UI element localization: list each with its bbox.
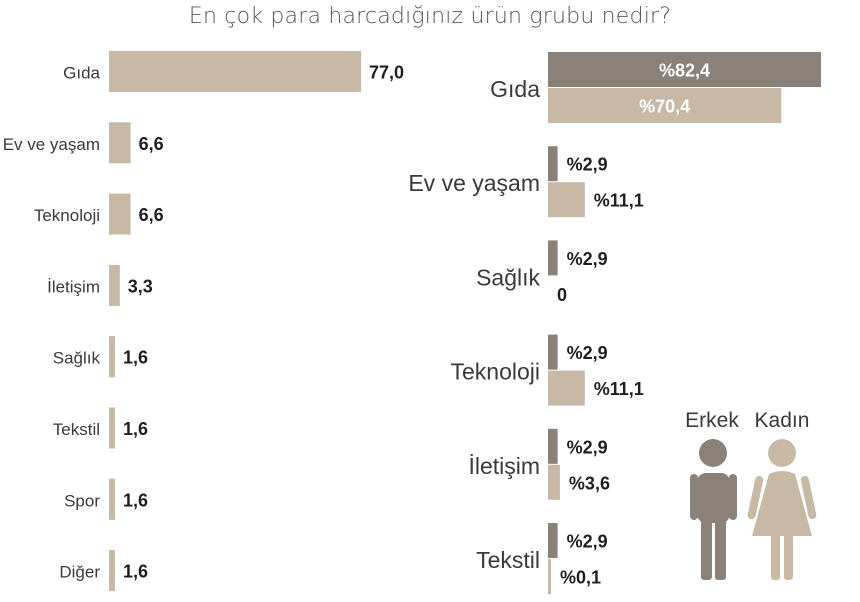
overall-bar-chart: Gıda 77,0 Ev ve yaşam 6,6 Teknoloji 6,6 İletiş…: [3, 51, 404, 592]
male-figure-icon: [690, 439, 737, 580]
overall-value-teknoloji: 6,6: [139, 205, 164, 225]
gender-bar-chart: Gıda %82,4 %70,4 Ev ve yaşam %2,9 %11,1 Sağlık…: [408, 52, 821, 594]
overall-bar-saglik: [109, 336, 115, 378]
gender-legend: Erkek Kadın: [685, 409, 817, 580]
overall-value-ev-ve-yasam: 6,6: [139, 134, 164, 154]
male-value-teknoloji: %2,9: [567, 343, 608, 363]
overall-bar-spor: [109, 478, 115, 520]
male-bar-saglik: [548, 240, 558, 276]
male-value-saglik: %2,9: [567, 249, 608, 269]
male-bar-tekstil: [548, 523, 558, 558]
gender-category-ev-ve-yasam: Ev ve yaşam: [408, 170, 540, 196]
female-head: [768, 439, 796, 467]
female-value-tekstil: %0,1: [560, 568, 601, 588]
male-bar-iletisim: [548, 428, 558, 464]
female-leg-left: [771, 534, 780, 580]
female-bar-ev-ve-yasam: [548, 182, 585, 218]
overall-value-spor: 1,6: [123, 490, 148, 510]
overall-bar-tekstil: [109, 407, 115, 449]
overall-value-tekstil: 1,6: [123, 419, 148, 439]
male-bar-gida: [548, 52, 821, 87]
male-arm-right: [729, 474, 737, 520]
legend-male-label: Erkek: [685, 409, 739, 432]
female-arm-right: [800, 475, 817, 520]
male-value-gida: %82,4: [659, 61, 710, 81]
male-leg-right: [715, 518, 726, 580]
overall-bar-teknoloji: [109, 193, 131, 235]
male-value-ev-ve-yasam: %2,9: [567, 155, 608, 175]
female-figure-icon: [747, 439, 817, 580]
overall-category-spor: Spor: [64, 491, 100, 510]
female-value-gida: %70,4: [639, 97, 690, 117]
overall-category-gida: Gıda: [63, 64, 100, 83]
female-value-ev-ve-yasam: %11,1: [594, 191, 644, 211]
male-value-iletisim: %2,9: [567, 437, 608, 457]
overall-category-teknoloji: Teknoloji: [34, 206, 100, 225]
overall-category-iletisim: İletişim: [47, 277, 100, 296]
gender-category-iletisim: İletişim: [468, 453, 540, 479]
overall-category-diger: Diğer: [59, 563, 100, 582]
gender-category-tekstil: Tekstil: [476, 547, 540, 573]
female-bar-gida: [548, 88, 782, 123]
female-value-teknoloji: %11,1: [594, 379, 644, 399]
overall-bar-gida: [109, 51, 361, 92]
overall-category-saglik: Sağlık: [53, 349, 101, 368]
female-bar-tekstil: [548, 559, 551, 594]
male-arm-left: [690, 474, 698, 520]
chart-title: En çok para harcadığınız ürün grubu nedi…: [188, 4, 672, 29]
male-bar-teknoloji: [548, 334, 558, 370]
overall-bar-diger: [109, 550, 115, 592]
overall-category-tekstil: Tekstil: [53, 420, 100, 439]
gender-category-teknoloji: Teknoloji: [451, 359, 541, 385]
female-bar-iletisim: [548, 464, 560, 500]
overall-category-ev-ve-yasam: Ev ve yaşam: [3, 135, 100, 154]
male-value-tekstil: %2,9: [567, 532, 608, 552]
legend-female-label: Kadın: [755, 409, 810, 432]
overall-value-diger: 1,6: [123, 562, 148, 582]
overall-value-iletisim: 3,3: [128, 276, 153, 296]
female-bar-teknoloji: [548, 370, 585, 406]
overall-value-gida: 77,0: [369, 63, 404, 83]
female-value-saglik: 0: [557, 285, 567, 305]
male-torso: [697, 473, 730, 523]
male-leg-left: [701, 518, 712, 580]
overall-bar-ev-ve-yasam: [109, 122, 131, 164]
male-head: [699, 439, 727, 467]
overall-value-saglik: 1,6: [123, 348, 148, 368]
female-leg-right: [784, 534, 793, 580]
female-dress: [752, 471, 812, 536]
female-value-iletisim: %3,6: [569, 473, 610, 493]
gender-category-gida: Gıda: [490, 76, 540, 102]
overall-bar-iletisim: [109, 264, 120, 306]
male-bar-ev-ve-yasam: [548, 146, 558, 182]
female-arm-left: [747, 475, 764, 520]
gender-category-saglik: Sağlık: [476, 264, 540, 290]
